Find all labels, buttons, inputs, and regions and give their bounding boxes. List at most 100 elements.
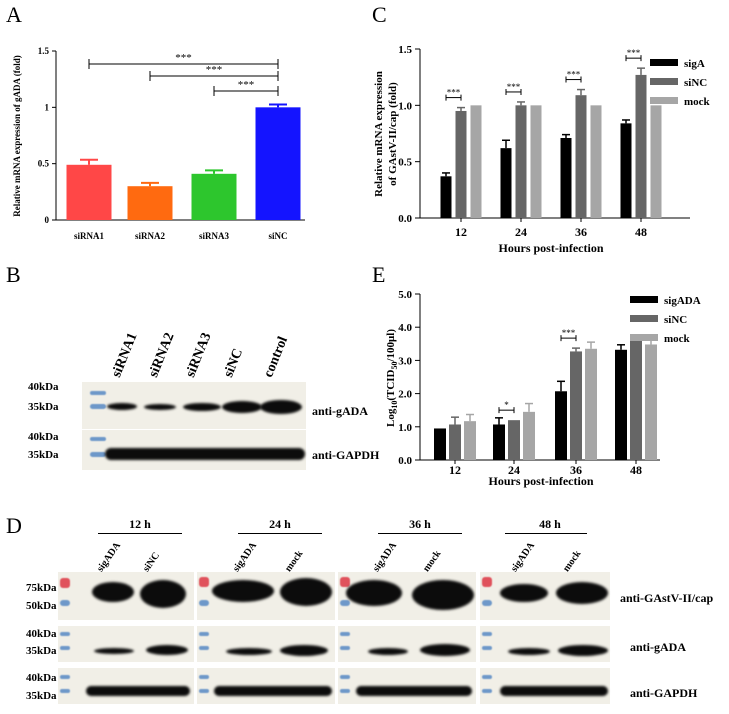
a-ylabel: Relative mRNA expression of gADA (fold) bbox=[12, 55, 22, 217]
e-xtick-label: 12 bbox=[449, 463, 461, 477]
c-sig-label: *** bbox=[567, 70, 581, 80]
e-bar-mock-24 bbox=[523, 411, 535, 460]
e-ytick-label: 2.0 bbox=[398, 389, 412, 401]
a-xtick-label: siRNA3 bbox=[199, 231, 230, 241]
band-gada-sigada-36 bbox=[368, 648, 408, 655]
c-legend-label-siNC: siNC bbox=[684, 77, 707, 89]
e-legend-swatch-mock bbox=[630, 334, 658, 341]
band-gada-control bbox=[260, 400, 302, 414]
c-legend-swatch-mock bbox=[650, 97, 678, 104]
band-gada-sirna2 bbox=[144, 404, 176, 410]
marker-40kda: 40kDa bbox=[26, 672, 57, 684]
timepoint-48h: 48 h bbox=[539, 517, 561, 531]
ladder-band bbox=[482, 646, 492, 650]
ladder-band bbox=[60, 675, 70, 679]
a-sig-label: *** bbox=[238, 79, 255, 91]
c-legend-label-mock: mock bbox=[684, 96, 711, 108]
e-bar-sigADA-12 bbox=[434, 428, 446, 460]
ladder-band bbox=[90, 452, 106, 457]
e-bar-siNC-48 bbox=[630, 339, 642, 460]
c-sig-label: *** bbox=[447, 88, 461, 98]
antibody-gapdh-d: anti-GAPDH bbox=[630, 686, 698, 700]
c-bar-sigA-48 bbox=[620, 123, 632, 218]
band-gapdh-48 bbox=[500, 686, 608, 696]
a-ytick-label: 0 bbox=[45, 215, 50, 225]
panel-label-a: A bbox=[6, 2, 22, 27]
c-ylabel-line2: of GAstV-II/cap (fold) bbox=[387, 82, 399, 186]
ladder-band bbox=[60, 632, 70, 636]
a-sig-label: *** bbox=[175, 52, 192, 64]
antibody-cap: anti-GAstV-II/cap bbox=[620, 591, 714, 605]
c-xtick-label: 24 bbox=[515, 225, 527, 239]
band-gada-mock-48 bbox=[558, 645, 608, 656]
a-xtick-label: siRNA1 bbox=[74, 231, 105, 241]
marker-40kda: 40kDa bbox=[28, 381, 59, 393]
band-cap-mock-36 bbox=[412, 580, 474, 610]
e-legend-swatch-siNC bbox=[630, 315, 658, 322]
ladder-band bbox=[60, 600, 70, 606]
c-legend-label-sigA: sigA bbox=[684, 58, 705, 70]
marker-40kda: 40kDa bbox=[28, 431, 59, 443]
marker-35kda: 35kDa bbox=[28, 401, 59, 413]
panel-label-b: B bbox=[6, 262, 21, 287]
ladder-band bbox=[199, 632, 209, 636]
a-bar-siRNA1 bbox=[66, 164, 112, 220]
c-sig-label: *** bbox=[507, 82, 521, 92]
band-gapdh-b bbox=[105, 448, 305, 460]
e-ytick-label: 3.0 bbox=[398, 355, 412, 367]
e-bar-sigADA-36 bbox=[555, 391, 567, 460]
e-bar-sigADA-24 bbox=[493, 424, 505, 460]
ladder-band bbox=[340, 600, 350, 606]
c-bar-mock-48 bbox=[650, 105, 662, 218]
ladder-band bbox=[199, 646, 209, 650]
marker-75kda: 75kDa bbox=[26, 582, 57, 594]
a-ytick-label: 0.5 bbox=[38, 159, 50, 169]
band-cap-sinc-12 bbox=[140, 580, 186, 608]
membrane bbox=[197, 626, 335, 662]
e-bar-mock-36 bbox=[585, 348, 597, 460]
ladder-band bbox=[340, 675, 350, 679]
a-bar-siRNA2 bbox=[127, 186, 173, 220]
panel-label-d: D bbox=[6, 513, 22, 538]
ladder-band bbox=[340, 632, 350, 636]
ladder-band bbox=[482, 600, 492, 606]
c-xlabel: Hours post-infection bbox=[499, 241, 604, 255]
ladder-band bbox=[90, 437, 106, 441]
band-cap-mock-24 bbox=[280, 578, 332, 606]
band-gapdh-24 bbox=[214, 686, 332, 696]
timepoint-24h: 24 h bbox=[269, 517, 291, 531]
marker-35kda: 35kDa bbox=[28, 449, 59, 461]
a-sig-label: *** bbox=[206, 64, 223, 76]
e-sig-label: *** bbox=[562, 328, 576, 338]
ladder-band bbox=[199, 689, 209, 693]
membrane bbox=[480, 626, 610, 662]
band-gapdh-12 bbox=[86, 686, 190, 696]
e-bar-siNC-24 bbox=[508, 420, 520, 460]
ladder-band bbox=[199, 600, 209, 606]
antibody-gada-d: anti-gADA bbox=[630, 640, 686, 654]
e-ylabel-part: (TCID bbox=[385, 369, 397, 400]
c-bar-mock-36 bbox=[590, 105, 602, 218]
c-bar-siNC-48 bbox=[635, 74, 647, 218]
c-bar-sigA-24 bbox=[500, 148, 512, 218]
ladder-band bbox=[60, 578, 70, 588]
c-sig-label: *** bbox=[627, 48, 641, 58]
antibody-gapdh: anti-GAPDH bbox=[312, 448, 380, 462]
timepoint-36h: 36 h bbox=[409, 517, 431, 531]
c-bar-mock-24 bbox=[530, 105, 542, 218]
ladder-band bbox=[482, 632, 492, 636]
a-xtick-label: siNC bbox=[268, 231, 287, 241]
ladder-band bbox=[482, 675, 492, 679]
band-cap-sigada-24 bbox=[212, 580, 274, 602]
e-legend-label-sigADA: sigADA bbox=[664, 295, 701, 307]
band-cap-sigada-12 bbox=[92, 582, 134, 602]
band-gada-sirna3 bbox=[183, 403, 221, 411]
panel-label-c: C bbox=[372, 2, 387, 27]
c-ytick-label: 0.0 bbox=[398, 213, 412, 225]
marker-35kda: 35kDa bbox=[26, 690, 57, 702]
ladder-band bbox=[340, 689, 350, 693]
band-cap-sigada-48 bbox=[500, 584, 548, 602]
e-xtick-label: 24 bbox=[508, 463, 520, 477]
ladder-band bbox=[199, 577, 209, 587]
